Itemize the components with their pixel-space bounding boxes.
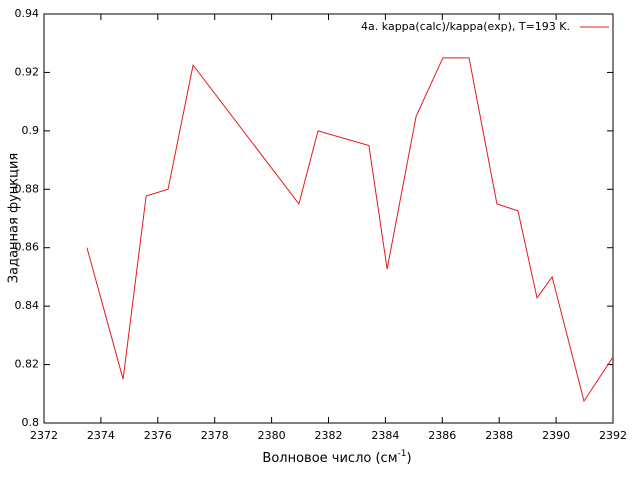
x-tick-label: 2372: [30, 429, 58, 442]
x-tick-label: 2376: [144, 429, 172, 442]
x-tick-label: 2378: [201, 429, 229, 442]
y-tick-label: 0.88: [15, 182, 40, 195]
x-label-end: ): [406, 451, 411, 466]
plot-frame: [43, 13, 614, 424]
y-tick-label: 0.9: [22, 124, 40, 137]
x-tick-label: 2374: [87, 429, 115, 442]
x-tick-label: 2390: [542, 429, 570, 442]
data-line: [86, 57, 614, 403]
x-label-sup: -1: [398, 449, 407, 459]
y-tick-label: 0.8: [22, 416, 40, 429]
x-axis-label: Волновое число (см-1): [262, 449, 411, 466]
x-tick-label: 2386: [428, 429, 456, 442]
y-axis-label: Заданная функция: [7, 153, 22, 283]
x-tick-label: 2392: [599, 429, 627, 442]
x-tick-label: 2380: [258, 429, 286, 442]
y-tick-label: 0.94: [15, 7, 40, 20]
x-tick-label: 2388: [485, 429, 513, 442]
y-tick-label: 0.86: [15, 241, 40, 254]
y-tick-label: 0.84: [15, 299, 40, 312]
x-label-text: Волновое число (см: [262, 451, 397, 466]
y-tick-label: 0.92: [15, 65, 40, 78]
legend-label: 4a. kappa(calc)/kappa(exp), T=193 K.: [361, 20, 570, 33]
y-tick-label: 0.82: [15, 358, 40, 371]
x-tick-label: 2384: [371, 429, 399, 442]
x-tick-label: 2382: [315, 429, 343, 442]
